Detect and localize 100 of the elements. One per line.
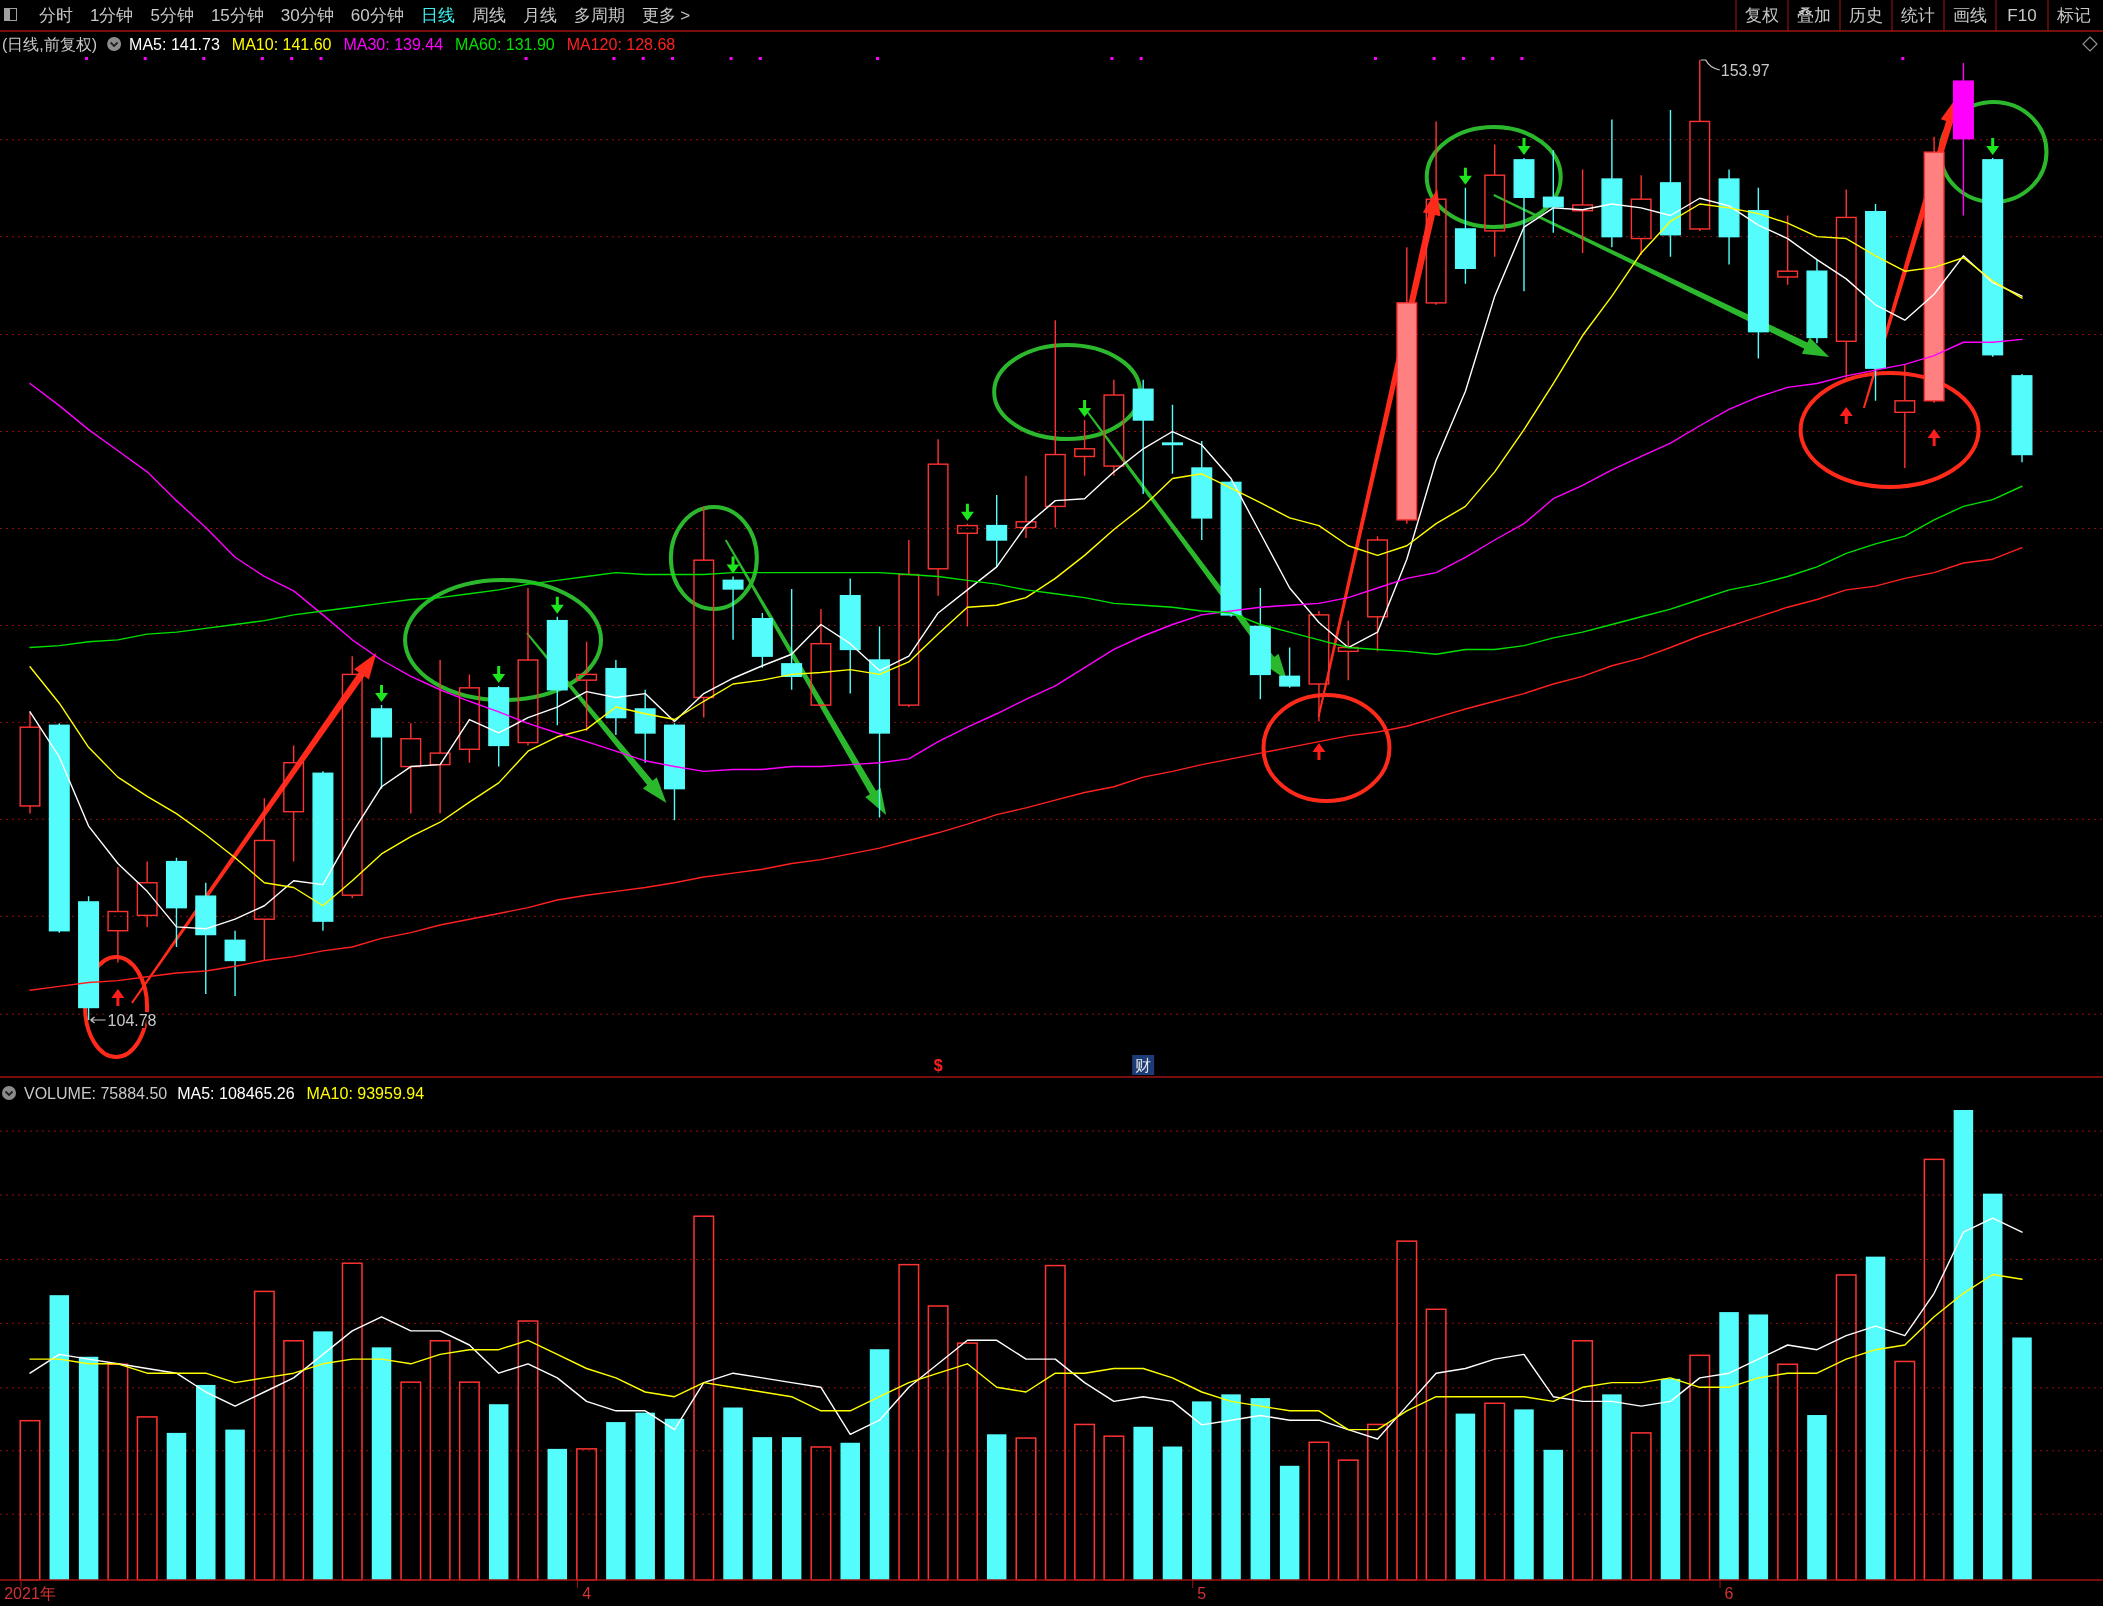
bar (898, 1263, 920, 1581)
text: 统计 (1901, 5, 1935, 25)
bar (283, 1340, 305, 1581)
bar (107, 1363, 129, 1581)
chart-title: (日线,前复权) (2, 35, 98, 53)
x-tick-label: 2021年 (4, 1584, 56, 1602)
text: 复权 (1745, 5, 1779, 25)
chart-title: VOLUME: 75884.50 (24, 1084, 168, 1102)
bar (547, 1448, 568, 1580)
candlestick (1952, 62, 1974, 217)
x-tick-label: 4 (582, 1584, 592, 1602)
text: MA30: 139.44 (343, 35, 444, 53)
candlestick (1806, 258, 1828, 344)
bar (1982, 1193, 2003, 1580)
bar (1689, 1354, 1711, 1581)
bar (1367, 1423, 1389, 1581)
candlestick (576, 641, 598, 732)
candlestick (458, 673, 480, 764)
candlestick (1191, 440, 1213, 541)
candlestick (1777, 214, 1799, 286)
text: 15分钟 (210, 5, 264, 25)
candlestick (1894, 363, 1916, 469)
bar (1572, 1340, 1594, 1581)
candlestick (1835, 188, 1857, 379)
candlestick (1542, 149, 1564, 234)
candlestick (371, 704, 393, 790)
text: 标记 (2056, 5, 2091, 25)
candlestick (253, 797, 275, 962)
bar (1221, 1394, 1241, 1580)
bar (136, 1416, 158, 1581)
text: $ (933, 1056, 943, 1074)
candlestick (400, 722, 422, 815)
candlestick (693, 505, 715, 719)
bar (606, 1422, 626, 1580)
bar (429, 1340, 451, 1581)
candlestick (781, 588, 803, 691)
x-tick-label: 5 (1197, 1584, 1207, 1602)
candlestick (2011, 373, 2033, 463)
bar (313, 1331, 333, 1580)
candlestick (1630, 174, 1652, 256)
bar (341, 1262, 363, 1581)
candlestick (1572, 168, 1594, 254)
candlestick (1747, 186, 1769, 360)
candlestick (1074, 419, 1096, 477)
candlestick (898, 539, 920, 708)
bar (1044, 1264, 1066, 1581)
bar (1308, 1441, 1330, 1581)
text: MA10: 141.60 (231, 35, 332, 53)
bar (1923, 1158, 1945, 1581)
bar (1337, 1459, 1359, 1581)
bar (488, 1404, 509, 1580)
bar (1162, 1446, 1183, 1580)
candlestick (663, 722, 685, 822)
text: 更多 > (641, 5, 691, 25)
candlestick (1103, 378, 1125, 477)
candlestick (810, 608, 832, 708)
text: 周线 (471, 5, 506, 25)
candlestick (1718, 168, 1740, 266)
bar (693, 1215, 715, 1581)
bar (1015, 1437, 1037, 1581)
bar (1514, 1409, 1534, 1580)
candlestick (312, 770, 334, 932)
bar (635, 1412, 655, 1580)
bar (1865, 1256, 1886, 1580)
bar (1602, 1394, 1622, 1580)
candlestick (1132, 378, 1154, 495)
candlestick (986, 494, 1008, 568)
candlestick (605, 659, 627, 736)
bar (517, 1320, 539, 1581)
candlestick (1161, 403, 1183, 475)
candlestick (634, 689, 656, 764)
text: 多周期 (573, 5, 625, 25)
bar (810, 1446, 832, 1581)
candlestick (1279, 646, 1301, 689)
bar (723, 1407, 743, 1580)
text: 5分钟 (150, 5, 194, 25)
bar (664, 1418, 685, 1580)
x-tick-label: 6 (1724, 1584, 1734, 1602)
bar (781, 1437, 802, 1580)
candlestick (195, 882, 217, 995)
bar (196, 1384, 216, 1580)
bar (1748, 1314, 1769, 1580)
bar (400, 1381, 422, 1581)
candlestick (488, 685, 510, 768)
text: 分时 (39, 5, 73, 25)
text: 60分钟 (350, 5, 404, 25)
candlestick (1308, 610, 1330, 723)
bar (1192, 1401, 1212, 1580)
candlestick (546, 616, 568, 726)
candlestick (1513, 157, 1535, 293)
candlestick (165, 857, 187, 948)
candlestick (1923, 136, 1945, 404)
bar (1630, 1432, 1652, 1581)
bar (1074, 1423, 1096, 1581)
text: MA5: 108465.26 (177, 1084, 295, 1102)
bar (1777, 1363, 1799, 1581)
bar (1807, 1415, 1827, 1580)
bar (2012, 1337, 2032, 1580)
candlestick (722, 575, 744, 641)
bar (956, 1342, 978, 1581)
